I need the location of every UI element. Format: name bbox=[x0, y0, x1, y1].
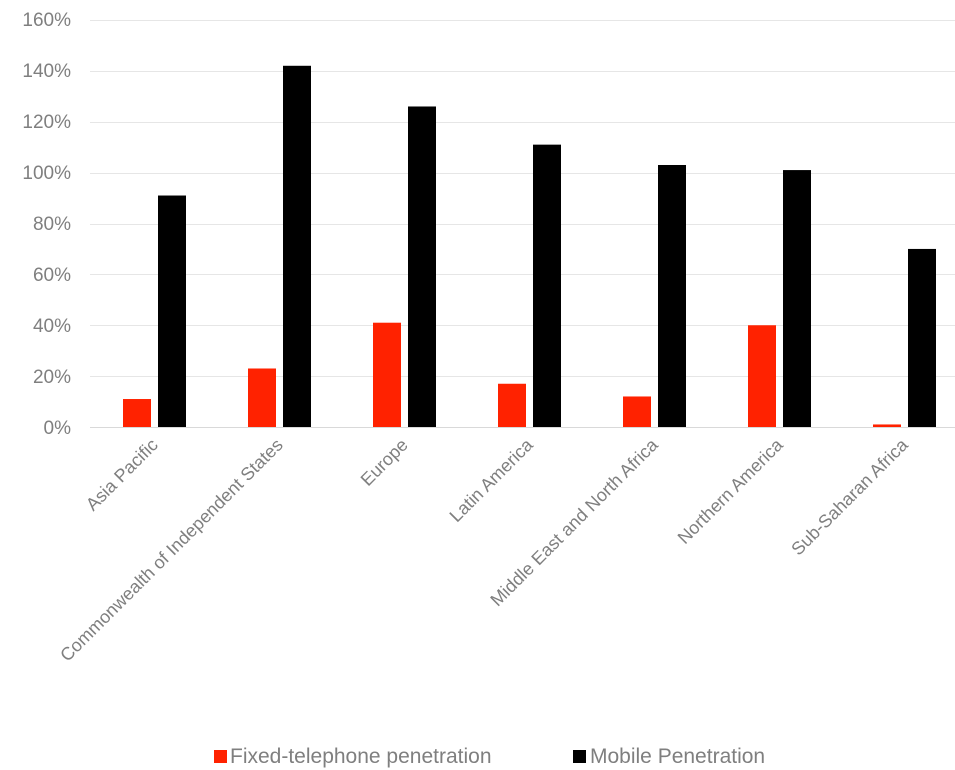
x-tick-label: Northern America bbox=[674, 434, 788, 548]
bar-mobile bbox=[533, 144, 561, 428]
y-tick-label: 120% bbox=[22, 112, 71, 133]
bar-fixed-telephone bbox=[873, 424, 901, 427]
y-tick-label: 20% bbox=[33, 367, 71, 388]
bars bbox=[123, 65, 936, 428]
y-tick-label: 80% bbox=[33, 214, 71, 235]
x-tick-label: Asia Pacific bbox=[82, 435, 162, 515]
legend-swatch-mobile bbox=[573, 750, 586, 763]
x-axis: Asia Pacific Commonwealth of Independent… bbox=[56, 427, 955, 666]
bar-mobile bbox=[658, 164, 686, 427]
y-tick-label: 0% bbox=[44, 418, 72, 439]
y-tick-label: 160% bbox=[22, 10, 71, 31]
bar-mobile bbox=[283, 65, 311, 427]
gridlines bbox=[90, 20, 955, 377]
legend: Fixed-telephone penetration Mobile Penet… bbox=[214, 745, 765, 768]
x-tick-label: Commonwealth of Independent States bbox=[56, 435, 287, 666]
x-tick-label: Latin America bbox=[446, 434, 538, 526]
bar-fixed-telephone bbox=[248, 368, 276, 427]
legend-label-fixed: Fixed-telephone penetration bbox=[230, 745, 492, 768]
x-tick-label: Europe bbox=[357, 435, 412, 490]
bar-mobile bbox=[158, 195, 186, 427]
bar-fixed-telephone bbox=[373, 322, 401, 427]
y-tick-label: 100% bbox=[22, 163, 71, 184]
bar-mobile bbox=[783, 170, 811, 428]
legend-label-mobile: Mobile Penetration bbox=[590, 745, 765, 768]
y-axis: 0% 20% 40% 60% 80% 100% 120% 140% 160% bbox=[22, 10, 71, 439]
y-tick-label: 40% bbox=[33, 316, 71, 337]
bar-mobile bbox=[408, 106, 436, 428]
legend-swatch-fixed bbox=[214, 750, 227, 763]
bar-fixed-telephone bbox=[748, 325, 776, 427]
x-tick-label: Sub-Saharan Africa bbox=[787, 434, 912, 559]
y-tick-label: 140% bbox=[22, 61, 71, 82]
y-tick-label: 60% bbox=[33, 265, 71, 286]
bar-mobile bbox=[908, 248, 936, 427]
bar-fixed-telephone bbox=[123, 399, 151, 427]
bar-fixed-telephone bbox=[498, 383, 526, 427]
bar-fixed-telephone bbox=[623, 396, 651, 427]
